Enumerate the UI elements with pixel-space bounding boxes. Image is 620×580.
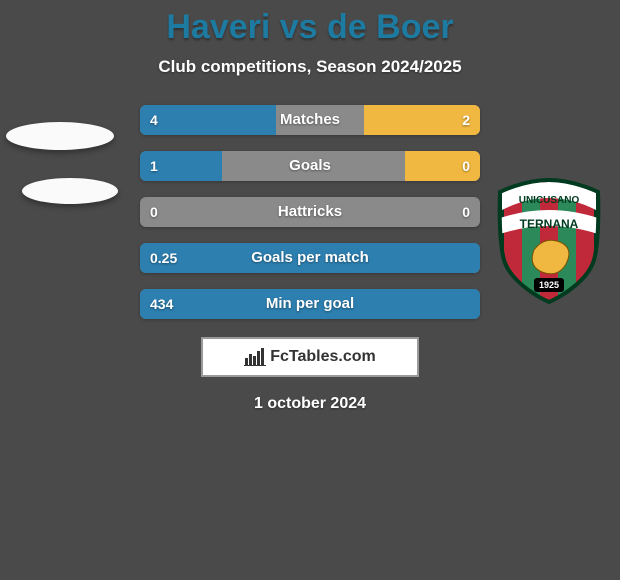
club-crest: UNICUSANO TERNANA 1925 <box>494 178 604 304</box>
stat-row: Goals10 <box>140 151 480 181</box>
crest-mid-text: TERNANA <box>520 217 579 231</box>
crest-year: 1925 <box>539 280 559 290</box>
stat-value-right: 0 <box>462 197 470 227</box>
stat-row: Hattricks0 0 <box>140 197 480 227</box>
page-title: Haveri vs de Boer <box>0 0 620 47</box>
brand-text: FcTables.com <box>270 348 376 366</box>
crest-top-text: UNICUSANO <box>519 195 580 206</box>
stat-fill-left <box>140 151 222 181</box>
stat-row: Min per goal434 <box>140 289 480 319</box>
player-left-badge-bottom <box>22 178 118 204</box>
stat-row: Goals per match0.25 <box>140 243 480 273</box>
stat-fill-left <box>140 105 276 135</box>
page-subtitle: Club competitions, Season 2024/2025 <box>0 57 620 77</box>
player-left-badge-top <box>6 122 114 150</box>
date-label: 1 october 2024 <box>0 395 620 413</box>
stat-label: Hattricks <box>140 197 480 227</box>
bar-chart-icon <box>244 348 266 366</box>
stat-fill-left <box>140 243 480 273</box>
stat-row: Matches42 <box>140 105 480 135</box>
stat-fill-right <box>405 151 480 181</box>
brand-link[interactable]: FcTables.com <box>201 337 419 377</box>
stat-fill-left <box>140 289 480 319</box>
stat-fill-right <box>364 105 480 135</box>
comparison-widget: Haveri vs de Boer Club competitions, Sea… <box>0 0 620 580</box>
stat-value-left: 0 <box>150 197 158 227</box>
